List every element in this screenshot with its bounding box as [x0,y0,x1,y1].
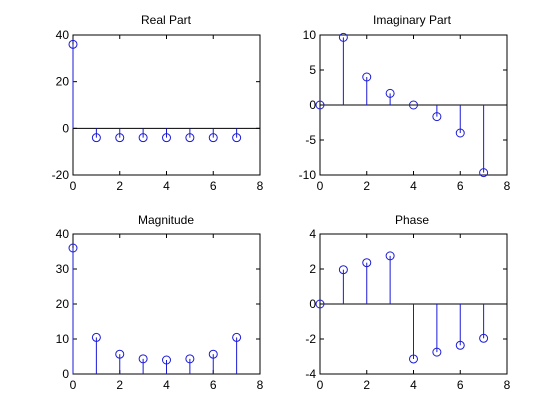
y-tick-label: 30 [56,262,70,276]
stem-marker [68,243,78,253]
stem-marker [479,333,489,343]
x-tick-label: 6 [210,378,217,392]
y-tick-label: -10 [299,168,317,182]
x-tick-label: 2 [363,378,370,392]
stem-marker [185,133,195,143]
stem-marker [162,355,171,365]
y-tick-label: 4 [309,227,316,241]
y-tick-label: 0 [309,297,316,311]
stem-marker [362,258,372,268]
stem-marker [315,100,325,110]
stem-marker [91,133,101,143]
x-tick-label: 4 [410,179,417,193]
y-tick-label: 20 [56,75,70,89]
stem-marker [479,168,489,178]
stem-marker [232,332,242,342]
stem-marker [208,133,218,143]
subplot-magnitude: Magnitude 0 2 4 6 8 0 10 20 30 40 [56,213,264,392]
y-tick-label: -4 [305,367,316,381]
x-tick-label: 6 [457,378,464,392]
y-tick-label: 20 [56,297,70,311]
subplot-phase: Phase 0 2 4 6 8 -4 -2 0 2 4 [305,213,510,392]
y-tick-label: 10 [56,332,70,346]
x-tick-label: 8 [504,378,511,392]
x-tick-label: 6 [210,179,217,193]
y-tick-label: 40 [56,28,70,42]
y-tick-label: 5 [309,63,316,77]
x-tick-label: 8 [257,378,264,392]
y-tick-label: 2 [309,262,316,276]
y-tick-label: -20 [52,168,70,182]
y-tick-label: -5 [305,133,316,147]
stem-marker [409,100,418,110]
stem-marker [385,88,395,98]
stem-marker [362,72,372,82]
stem-marker [208,349,218,359]
y-tick-label: 0 [309,98,316,112]
x-tick-label: 4 [410,378,417,392]
stem-marker [162,133,171,143]
x-tick-label: 0 [317,179,324,193]
stem-marker [315,299,325,309]
y-tick-label: -2 [305,332,316,346]
subplot-title: Real Part [141,13,192,27]
x-tick-label: 2 [363,179,370,193]
x-tick-label: 2 [116,179,123,193]
y-tick-label: 40 [56,227,70,241]
y-tick-label: 0 [62,367,69,381]
stem-marker [432,347,442,357]
stem-marker [138,354,148,364]
stem-marker [385,251,395,261]
stem-marker [91,332,101,342]
stem-marker [68,39,78,49]
stem-marker [432,112,442,122]
x-tick-label: 8 [504,179,511,193]
x-tick-label: 6 [457,179,464,193]
stem-marker [455,128,465,138]
stem-marker [115,133,125,143]
x-tick-label: 0 [317,378,324,392]
stem-marker [338,265,348,275]
subplot-title: Magnitude [138,213,194,227]
stem-marker [409,354,418,364]
x-tick-label: 8 [257,179,264,193]
stem-marker [185,354,195,364]
stem-marker [338,32,348,42]
x-tick-label: 4 [163,179,170,193]
stem-marker [455,340,465,350]
stem-marker [232,133,242,143]
y-tick-label: 0 [62,121,69,135]
x-tick-label: 2 [116,378,123,392]
x-tick-label: 0 [70,378,77,392]
x-tick-label: 0 [70,179,77,193]
subplot-title: Phase [395,213,429,227]
subplot-title: Imaginary Part [373,13,452,27]
x-tick-label: 4 [163,378,170,392]
stem-marker [138,133,148,143]
y-tick-label: 10 [303,28,317,42]
subplot-imaginary-part: Imaginary Part 0 2 4 6 8 -10 -5 0 5 10 [299,13,511,193]
stem-marker [115,349,125,359]
